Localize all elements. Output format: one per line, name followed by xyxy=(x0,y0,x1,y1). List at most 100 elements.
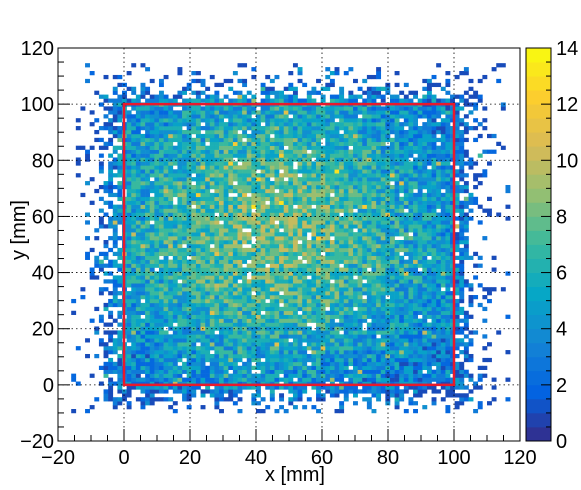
heatmap-cell xyxy=(311,153,317,158)
heatmap-cell xyxy=(265,192,271,198)
heatmap-cell xyxy=(260,157,266,162)
heatmap-cell xyxy=(228,188,234,194)
heatmap-cell xyxy=(191,224,197,229)
heatmap-cell xyxy=(154,365,160,370)
heatmap-cell xyxy=(232,212,238,217)
heatmap-cell xyxy=(325,74,331,80)
heatmap-cell xyxy=(205,188,211,194)
heatmap-cell xyxy=(283,224,289,229)
heatmap-cell xyxy=(214,247,220,253)
heatmap-cell xyxy=(362,381,368,386)
heatmap-cell xyxy=(329,196,335,202)
heatmap-cell xyxy=(158,200,164,205)
heatmap-cell xyxy=(274,224,280,229)
heatmap-cell xyxy=(288,251,294,257)
heatmap-cell xyxy=(232,145,238,150)
heatmap-cell xyxy=(399,346,405,351)
heatmap-cell xyxy=(339,208,345,213)
heatmap-cell xyxy=(182,129,187,135)
heatmap-cell xyxy=(195,373,201,378)
heatmap-cell xyxy=(126,373,132,378)
heatmap-cell xyxy=(334,275,340,280)
heatmap-cell xyxy=(256,228,261,233)
heatmap-cell xyxy=(135,204,141,209)
heatmap-cell xyxy=(385,232,391,237)
heatmap-cell xyxy=(394,310,400,315)
heatmap-cell xyxy=(246,357,252,363)
heatmap-cell xyxy=(297,181,303,186)
heatmap-cell xyxy=(209,314,215,319)
heatmap-cell xyxy=(219,181,224,186)
heatmap-cell xyxy=(108,291,114,296)
heatmap-cell xyxy=(205,353,211,359)
heatmap-cell xyxy=(237,267,243,272)
heatmap-cell xyxy=(168,353,174,359)
heatmap-cell xyxy=(376,228,382,233)
heatmap-cell xyxy=(297,287,303,292)
heatmap-cell xyxy=(200,208,206,213)
heatmap-cell xyxy=(362,110,368,115)
heatmap-cell xyxy=(112,114,118,119)
heatmap-cell xyxy=(108,184,114,190)
heatmap-cell xyxy=(334,338,340,343)
heatmap-cell xyxy=(343,271,349,276)
heatmap-cell xyxy=(260,255,266,260)
heatmap-cell xyxy=(371,310,377,315)
heatmap-cell xyxy=(145,279,151,284)
heatmap-cell xyxy=(302,263,308,268)
heatmap-cell xyxy=(399,232,405,237)
heatmap-cell xyxy=(371,318,377,323)
heatmap-cell xyxy=(297,71,303,76)
heatmap-cell xyxy=(195,334,201,339)
heatmap-cell xyxy=(362,149,368,154)
heatmap-cell xyxy=(158,153,164,158)
heatmap-cell xyxy=(232,122,238,127)
heatmap-cell xyxy=(219,298,224,304)
heatmap-cell xyxy=(357,212,363,217)
heatmap-cell xyxy=(269,255,275,260)
heatmap-cell xyxy=(131,310,137,315)
heatmap-cell xyxy=(399,137,405,143)
heatmap-cell xyxy=(380,114,386,119)
heatmap-cell xyxy=(232,334,238,339)
heatmap-cell xyxy=(357,196,363,202)
heatmap-cell xyxy=(320,365,326,370)
heatmap-cell xyxy=(279,353,285,359)
heatmap-cell xyxy=(195,208,201,213)
heatmap-cell xyxy=(223,232,229,237)
heatmap-cell xyxy=(242,153,248,158)
heatmap-cell xyxy=(126,381,132,386)
heatmap-cell xyxy=(260,298,266,304)
heatmap-cell xyxy=(357,137,363,143)
heatmap-cell xyxy=(223,149,229,154)
heatmap-cell xyxy=(366,212,372,217)
heatmap-cell xyxy=(145,322,151,327)
heatmap-cell xyxy=(385,306,391,312)
heatmap-cell xyxy=(366,263,372,268)
heatmap-cell xyxy=(297,67,303,72)
heatmap-cell xyxy=(302,106,308,111)
heatmap-cell xyxy=(343,224,349,229)
heatmap-cell xyxy=(357,255,363,260)
heatmap-cell xyxy=(177,381,183,386)
heatmap-cell xyxy=(265,133,271,139)
heatmap-cell xyxy=(200,133,206,139)
heatmap-cell xyxy=(306,161,312,166)
heatmap-cell xyxy=(334,153,340,158)
heatmap-cell xyxy=(343,133,349,139)
heatmap-cell xyxy=(126,377,132,382)
heatmap-cell xyxy=(191,106,197,111)
heatmap-cell xyxy=(117,334,123,339)
heatmap-cell xyxy=(154,306,160,312)
heatmap-cell xyxy=(380,342,386,347)
heatmap-cell xyxy=(380,94,386,99)
heatmap-cell xyxy=(343,122,349,127)
heatmap-cell xyxy=(265,181,271,186)
heatmap-cell xyxy=(182,350,187,355)
heatmap-cell xyxy=(260,275,266,280)
heatmap-cell xyxy=(389,259,395,264)
heatmap-cell xyxy=(376,318,382,323)
heatmap-cell xyxy=(265,177,271,182)
heatmap-cell xyxy=(399,145,405,150)
